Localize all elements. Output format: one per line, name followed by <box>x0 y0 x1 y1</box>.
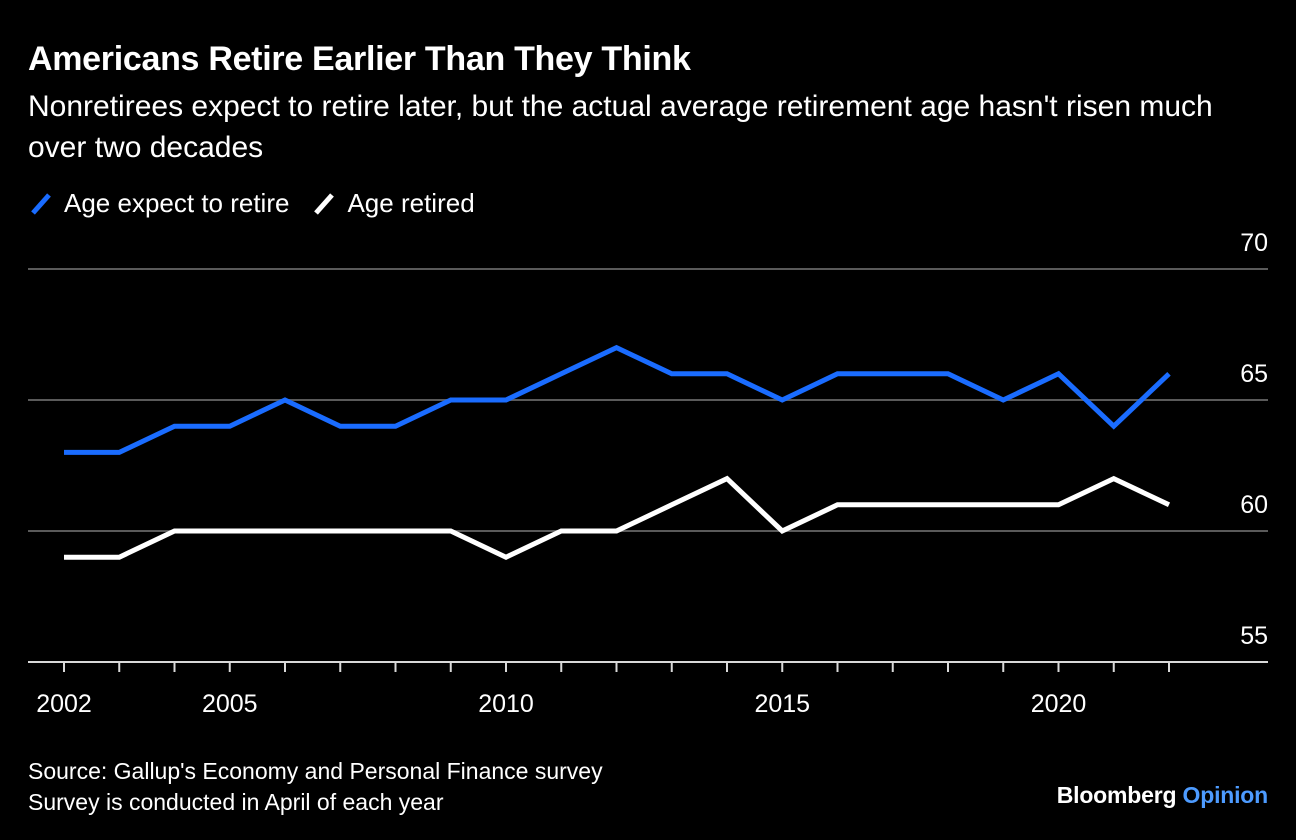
y-tick-label-60: 60 <box>1240 491 1268 519</box>
series-line-age-retired <box>64 475 1171 560</box>
y-tick-label-65: 65 <box>1240 360 1268 388</box>
legend-label-expect: Age expect to retire <box>64 188 290 218</box>
y-tick-label-70: 70 <box>1240 229 1268 257</box>
y-tick-label-55: 55 <box>1240 622 1268 650</box>
x-tick-label-2020: 2020 <box>1031 690 1087 718</box>
source-note: Source: Gallup's Economy and Personal Fi… <box>28 756 603 818</box>
brand-suffix: Opinion <box>1182 782 1269 808</box>
brand-name: Bloomberg <box>1056 782 1177 808</box>
chart-title: Americans Retire Earlier Than They Think <box>28 40 691 78</box>
legend-swatch-expect <box>31 192 51 215</box>
x-tick-label-2005: 2005 <box>202 690 258 718</box>
legend-label-retired: Age retired <box>347 188 475 218</box>
x-tick-label-2015: 2015 <box>754 690 810 718</box>
legend-swatch-retired <box>314 192 335 215</box>
survey-note: Survey is conducted in April of each yea… <box>28 789 444 815</box>
legend: Age expect to retire Age retired <box>28 188 497 219</box>
x-tick-label-2002: 2002 <box>36 690 92 718</box>
source-line: Source: Gallup's Economy and Personal Fi… <box>28 758 603 784</box>
legend-item-expect: Age expect to retire <box>28 188 289 219</box>
legend-item-retired: Age retired <box>311 188 475 219</box>
chart-subtitle: Nonretirees expect to retire later, but … <box>28 90 1213 164</box>
x-tick-label-2010: 2010 <box>478 690 534 718</box>
brand-logo: Bloomberg Opinion <box>1057 782 1268 809</box>
